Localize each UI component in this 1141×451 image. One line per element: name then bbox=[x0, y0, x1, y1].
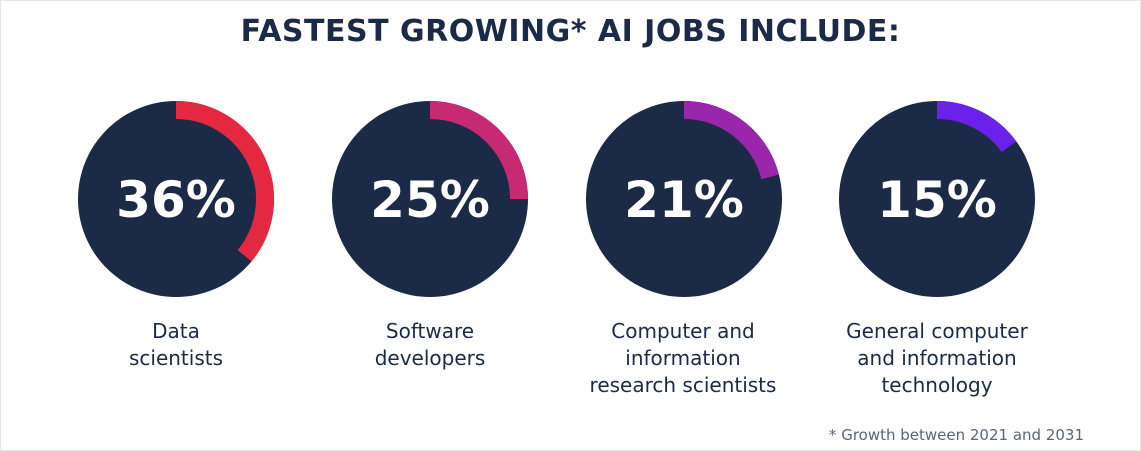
donut-circle-0 bbox=[78, 101, 274, 297]
donut-circle-3 bbox=[839, 101, 1035, 297]
donut-arc-2 bbox=[683, 101, 779, 180]
donut-arc-0 bbox=[175, 101, 274, 262]
category-label-2: Computer and information research scient… bbox=[589, 319, 777, 397]
chart-title: FASTEST GROWING* AI JOBS INCLUDE: bbox=[240, 14, 901, 49]
donut-circle-1 bbox=[332, 101, 528, 297]
footnote: * Growth between 2021 and 2031 bbox=[828, 426, 1084, 444]
category-label-0: Data scientists bbox=[128, 319, 224, 370]
category-label-3: General computer and information technol… bbox=[846, 319, 1028, 397]
donut-circle-2 bbox=[586, 101, 782, 297]
value-label-3: 15% bbox=[877, 171, 997, 229]
value-label-1: 25% bbox=[370, 171, 490, 229]
donut-arc-1 bbox=[429, 101, 528, 200]
value-label-2: 21% bbox=[624, 171, 744, 229]
value-label-0: 36% bbox=[116, 171, 236, 229]
donut-arc-3 bbox=[936, 101, 1017, 153]
category-label-1: Software developers bbox=[374, 319, 486, 370]
